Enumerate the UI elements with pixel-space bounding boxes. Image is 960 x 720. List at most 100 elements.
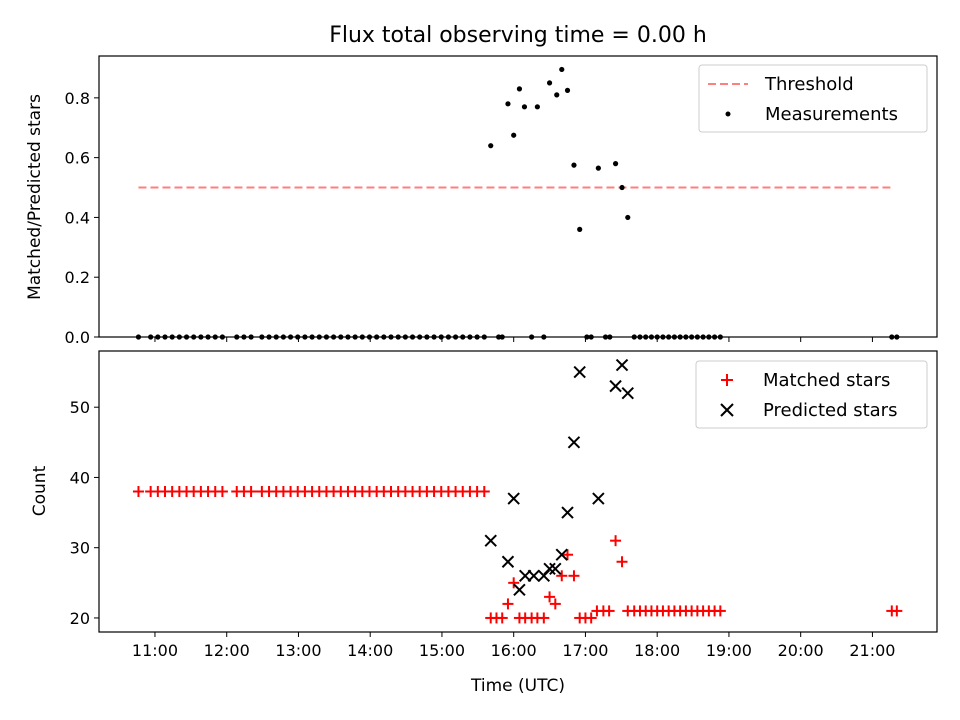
measurement-point bbox=[155, 334, 161, 340]
measurement-point bbox=[499, 334, 505, 340]
x-tick-label: 21:00 bbox=[849, 641, 895, 660]
measurement-point bbox=[424, 334, 430, 340]
matched-star-point bbox=[502, 598, 514, 610]
x-tick-label: 12:00 bbox=[204, 641, 250, 660]
bottom-panel-ylabel: Count bbox=[30, 465, 50, 516]
measurement-point bbox=[559, 66, 565, 73]
predicted-star-point bbox=[561, 506, 574, 519]
top-panel-frame bbox=[98, 55, 938, 338]
measurement-point bbox=[564, 87, 571, 93]
measurement-point bbox=[654, 334, 660, 340]
measurement-point bbox=[516, 86, 523, 92]
measurement-point bbox=[266, 334, 272, 340]
measurement-point bbox=[683, 334, 689, 340]
measurement-point bbox=[717, 334, 723, 340]
matched-star-point bbox=[216, 486, 228, 497]
measurement-point bbox=[338, 334, 344, 340]
measurement-point bbox=[488, 143, 494, 149]
predicted-star-point bbox=[507, 492, 520, 505]
measurement-point bbox=[219, 334, 226, 340]
predicted-star-point bbox=[513, 583, 526, 597]
measurement-point bbox=[521, 104, 528, 110]
measurement-point bbox=[612, 161, 619, 167]
predicted-star-point bbox=[484, 534, 497, 547]
measurement-point bbox=[619, 184, 625, 191]
measurement-point bbox=[212, 334, 218, 340]
x-tick-label: 11:00 bbox=[132, 641, 178, 660]
measurement-point bbox=[452, 334, 459, 340]
measurement-point bbox=[259, 334, 265, 340]
predicted-star-point bbox=[567, 436, 581, 449]
measurement-point bbox=[571, 162, 577, 168]
measurement-point bbox=[205, 334, 211, 340]
predicted-star-point bbox=[543, 562, 556, 575]
measurement-point bbox=[191, 334, 197, 340]
predicted-star-point bbox=[621, 386, 634, 400]
measurement-point bbox=[625, 214, 631, 221]
chart-title: Flux total observing time = 0.00 h bbox=[329, 23, 707, 48]
measurement-point bbox=[602, 334, 609, 340]
y-tick-label: 0.2 bbox=[65, 268, 90, 287]
y-tick-label: 20 bbox=[70, 609, 90, 628]
predicted-star-point bbox=[573, 365, 586, 379]
measurement-point bbox=[700, 334, 706, 340]
measurement-point bbox=[345, 334, 351, 340]
bottom-panel: Count Time (UTC) Matched stars Predicted… bbox=[30, 350, 938, 696]
measurement-point bbox=[648, 334, 655, 340]
measurement-point bbox=[331, 334, 337, 340]
matched-star-point bbox=[245, 486, 257, 497]
matched-star-point bbox=[616, 556, 628, 568]
measurement-point bbox=[694, 334, 700, 340]
predicted-star-point bbox=[592, 492, 605, 505]
measurement-point bbox=[234, 334, 240, 340]
matched-star-point bbox=[496, 612, 508, 624]
matched-star-point bbox=[556, 570, 568, 582]
measurement-point bbox=[460, 334, 466, 340]
measurement-point bbox=[295, 334, 301, 340]
measurement-point bbox=[241, 334, 247, 340]
matched-star-point bbox=[568, 570, 580, 582]
measurement-point bbox=[541, 334, 547, 340]
y-tick-label: 50 bbox=[70, 398, 90, 417]
predicted-star-point bbox=[527, 569, 540, 583]
top-panel: Matched/Predicted stars Threshold Measur… bbox=[25, 55, 938, 347]
y-tick-label: 0.6 bbox=[65, 149, 90, 168]
measurement-point bbox=[431, 334, 437, 340]
matched-star-point bbox=[562, 549, 574, 561]
measurement-point bbox=[287, 334, 294, 340]
x-tick-label: 18:00 bbox=[634, 641, 680, 660]
measurement-point bbox=[894, 334, 900, 340]
measurement-point bbox=[474, 334, 480, 340]
measurement-point bbox=[359, 334, 365, 340]
measurement-point bbox=[595, 165, 601, 171]
measurement-point bbox=[706, 334, 712, 340]
matched-star-point bbox=[610, 535, 622, 547]
x-tick-label: 19:00 bbox=[706, 641, 752, 660]
bottom-panel-frame bbox=[98, 350, 938, 633]
measurement-point bbox=[309, 334, 315, 340]
y-tick-label: 0.8 bbox=[65, 89, 90, 108]
legend-box bbox=[695, 360, 928, 429]
measurement-point bbox=[183, 334, 190, 340]
measurement-point bbox=[352, 334, 358, 340]
measurement-point bbox=[711, 334, 718, 340]
legend-matched-label: Matched stars bbox=[763, 370, 890, 391]
measurement-point bbox=[637, 334, 643, 340]
matched-star-point bbox=[538, 612, 550, 624]
top-legend: Threshold Measurements bbox=[698, 64, 928, 133]
legend-predicted-label: Predicted stars bbox=[763, 400, 897, 421]
measurement-point bbox=[467, 334, 473, 340]
legend-box bbox=[698, 64, 928, 133]
matched-star-point bbox=[549, 598, 561, 610]
measurement-point bbox=[162, 334, 168, 340]
measurement-point bbox=[554, 92, 560, 98]
predicted-star-point bbox=[609, 379, 622, 393]
x-tick-label: 14:00 bbox=[347, 641, 393, 660]
measurement-point bbox=[409, 334, 416, 340]
measurement-point bbox=[505, 101, 511, 107]
measurement-point bbox=[534, 104, 540, 110]
legend-measurements-label: Measurements bbox=[765, 104, 898, 125]
measurement-point bbox=[689, 334, 695, 340]
top-panel-ylabel: Matched/Predicted stars bbox=[25, 94, 45, 300]
